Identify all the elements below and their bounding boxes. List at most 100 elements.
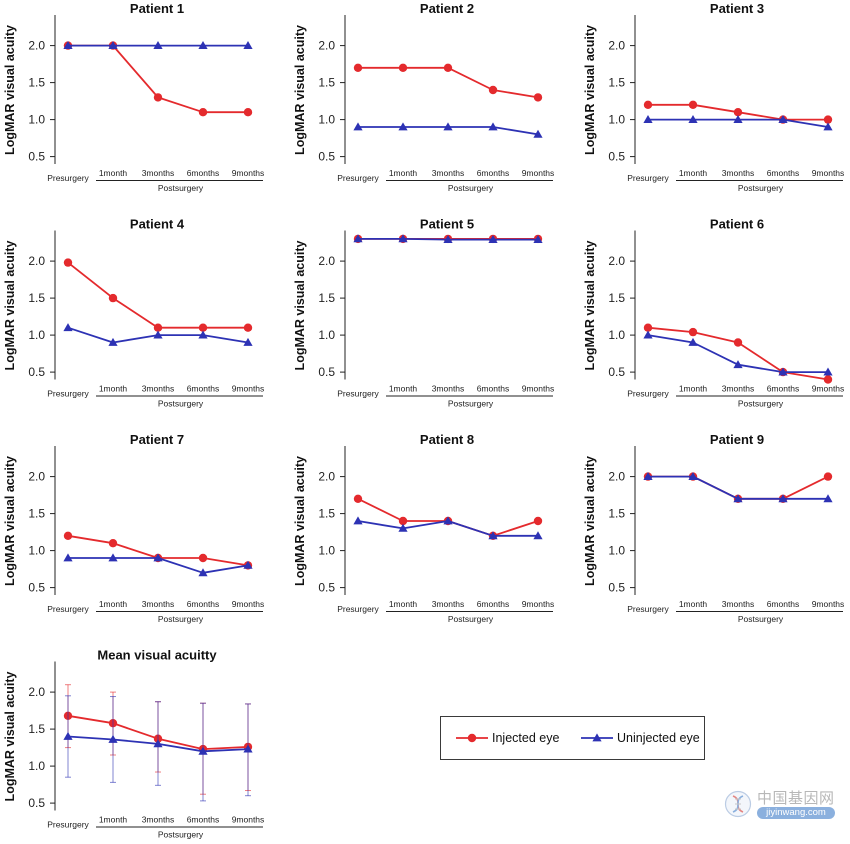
injected-eye-series xyxy=(63,258,253,332)
uninjected-eye-point xyxy=(243,744,253,753)
x-tick-label: 1month xyxy=(99,599,128,609)
legend-entry-uninjected-eye: Uninjected eye xyxy=(581,717,700,759)
chart-panel-2: Patient 2 LogMAR visual acuity 2.0 1.5 1.0 0.… xyxy=(293,1,554,193)
uninjected-eye-point xyxy=(198,568,208,577)
x-tick-label: 3months xyxy=(142,384,175,394)
y-tick-label: 0.5 xyxy=(318,365,335,379)
y-tick-label: 1.5 xyxy=(28,507,45,521)
y-tick-label: 1.5 xyxy=(608,291,625,305)
chart-panel-5: Patient 5 LogMAR visual acuity 2.0 1.5 1.0 0.… xyxy=(293,217,554,409)
injected-eye-point xyxy=(398,516,408,526)
injected-eye-point xyxy=(733,108,743,117)
y-tick-label: 0.5 xyxy=(608,150,625,164)
uninjected-eye-series xyxy=(353,234,543,243)
injected-eye-point xyxy=(688,327,698,337)
uninjected-eye-series xyxy=(63,323,253,346)
uninjected-eye-point xyxy=(643,330,653,339)
uninjected-eye-point xyxy=(643,115,653,123)
uninjected-eye-point xyxy=(243,337,253,346)
y-tick-label: 0.5 xyxy=(318,581,335,595)
injected-eye-point xyxy=(823,472,833,481)
uninjected-eye-point xyxy=(533,531,543,540)
x-tick-label: 9months xyxy=(522,599,555,609)
x-group-label: Postsurgery xyxy=(158,830,204,840)
x-tick-label: 6months xyxy=(767,384,800,394)
x-tick-label: Presurgery xyxy=(337,173,379,183)
y-tick-label: 1.0 xyxy=(318,328,335,342)
y-tick-label: 1.5 xyxy=(318,507,335,521)
x-group-label: Postsurgery xyxy=(158,183,204,193)
y-axis-label: LogMAR visual acuity xyxy=(3,456,17,586)
x-tick-label: 3months xyxy=(432,168,465,178)
uninjected-eye-point xyxy=(823,494,833,503)
y-tick-label: 0.5 xyxy=(28,150,45,164)
x-tick-label: 1month xyxy=(679,168,708,178)
x-group-label: Postsurgery xyxy=(738,614,784,624)
uninjected-eye-point xyxy=(63,41,73,49)
injected-eye-point xyxy=(353,63,363,72)
x-tick-label: 6months xyxy=(187,815,220,825)
y-tick-label: 1.5 xyxy=(608,76,625,90)
injected-eye-point xyxy=(533,93,543,102)
injected-eye-point xyxy=(108,293,118,303)
uninjected-eye-series xyxy=(643,472,833,503)
dna-globe-icon xyxy=(724,790,752,818)
y-axis-label: LogMAR visual acuity xyxy=(293,456,307,586)
chart-panel-7: Patient 7 LogMAR visual acuity 2.0 1.5 1.0 0.… xyxy=(3,432,264,624)
uninjected-eye-point xyxy=(688,337,698,346)
x-tick-label: Presurgery xyxy=(47,820,89,830)
chart-panel-1: Patient 1 LogMAR visual acuity 2.0 1.5 1.0 0.… xyxy=(3,1,264,193)
y-tick-label: 0.5 xyxy=(608,581,625,595)
y-tick-label: 0.5 xyxy=(318,150,335,164)
uninjected-eye-point xyxy=(688,115,698,123)
y-tick-label: 1.0 xyxy=(28,328,45,342)
uninjected-eye-point xyxy=(153,330,163,339)
injected-eye-point xyxy=(823,375,833,384)
y-tick-label: 0.5 xyxy=(608,365,625,379)
chart-title: Patient 8 xyxy=(420,432,474,447)
uninjected-eye-series xyxy=(643,115,833,131)
uninjected-eye-point xyxy=(153,41,163,49)
x-tick-label: 6months xyxy=(477,168,510,178)
injected-eye-line xyxy=(68,44,248,114)
injected-eye-point xyxy=(688,100,698,110)
injected-eye-point xyxy=(243,323,253,332)
uninjected-eye-point xyxy=(688,472,698,480)
chart-title: Patient 2 xyxy=(420,1,474,16)
x-group-label: Postsurgery xyxy=(448,183,494,193)
y-axis-label: LogMAR visual acuity xyxy=(583,25,597,155)
uninjected-eye-series xyxy=(643,330,833,376)
uninjected-eye-point xyxy=(398,122,408,131)
x-tick-label: Presurgery xyxy=(47,604,89,614)
uninjected-eye-point xyxy=(353,122,363,131)
legend-label: Uninjected eye xyxy=(617,731,700,745)
x-tick-label: 6months xyxy=(187,168,220,178)
legend-label: Injected eye xyxy=(492,731,560,745)
y-tick-label: 1.5 xyxy=(318,291,335,305)
x-tick-label: Presurgery xyxy=(47,173,89,183)
uninjected-eye-point xyxy=(488,235,498,243)
triangle-marker-icon xyxy=(592,733,602,742)
injected-eye-point xyxy=(488,85,498,95)
injected-eye-point xyxy=(198,108,208,117)
uninjected-eye-point xyxy=(733,115,743,123)
x-tick-label: 6months xyxy=(187,599,220,609)
y-tick-label: 2.0 xyxy=(28,39,45,53)
injected-eye-point xyxy=(443,63,453,72)
y-tick-label: 1.0 xyxy=(318,544,335,558)
uninjected-eye-point xyxy=(198,746,208,755)
y-tick-label: 2.0 xyxy=(608,254,625,268)
uninjected-eye-point xyxy=(108,41,118,49)
injected-eye-point xyxy=(243,108,253,117)
circle-marker-icon xyxy=(467,733,477,743)
uninjected-eye-series xyxy=(63,553,253,577)
chart-title: Patient 7 xyxy=(130,432,184,447)
uninjected-eye-point xyxy=(733,360,743,369)
x-tick-label: 1month xyxy=(389,384,418,394)
x-tick-label: 1month xyxy=(389,599,418,609)
watermark: 中国基因网 jiyinwang.com xyxy=(722,786,844,822)
y-tick-label: 2.0 xyxy=(28,470,45,484)
injected-eye-point xyxy=(643,100,653,110)
chart-title: Patient 4 xyxy=(130,217,185,232)
